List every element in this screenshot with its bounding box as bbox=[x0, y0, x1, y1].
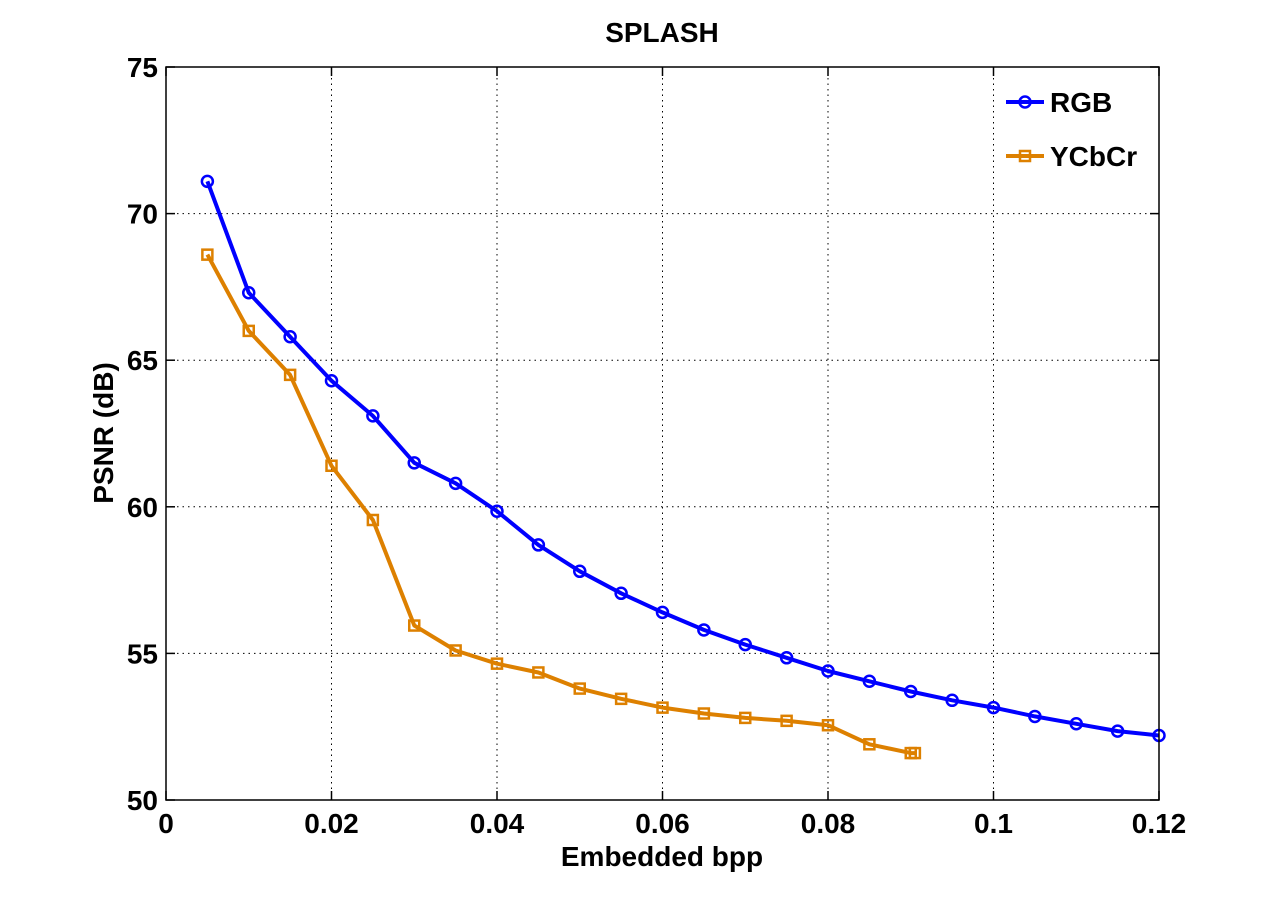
data-point-ycbcr bbox=[408, 619, 421, 632]
axis-ticks: 0 0.02 0.04 0.06 0.08 0.1 0.12 50 55 60 65 70 75 bbox=[127, 52, 1186, 839]
data-point-ycbcr bbox=[656, 701, 669, 714]
data-point-ycbcr bbox=[573, 682, 586, 695]
data-point-ycbcr bbox=[283, 368, 297, 382]
data-point-ycbcr bbox=[780, 714, 793, 728]
data-point-rgb bbox=[490, 504, 504, 518]
data-point-rgb bbox=[1069, 717, 1083, 731]
x-tick-label: 0.04 bbox=[470, 808, 525, 839]
data-point-rgb bbox=[242, 286, 256, 300]
data-point-rgb bbox=[779, 651, 794, 665]
legend-box bbox=[1000, 80, 1150, 190]
data-point-rgb bbox=[614, 586, 628, 601]
data-point-ycbcr bbox=[697, 707, 711, 720]
y-tick-label: 70 bbox=[127, 199, 158, 230]
data-point-rgb bbox=[904, 684, 918, 699]
chart-title: SPLASH bbox=[605, 17, 719, 48]
y-tick-label: 65 bbox=[127, 345, 158, 376]
data-point-rgb bbox=[655, 605, 670, 620]
data-point-rgb bbox=[862, 674, 877, 689]
legend-label-ycbcr: YCbCr bbox=[1050, 141, 1137, 172]
x-tick-label: 0.08 bbox=[801, 808, 856, 839]
data-point-rgb bbox=[697, 623, 711, 637]
x-tick-label: 0.06 bbox=[635, 808, 690, 839]
data-point-rgb bbox=[1110, 724, 1125, 738]
data-point-rgb bbox=[1028, 709, 1042, 724]
data-point-ycbcr bbox=[366, 513, 380, 527]
data-point-ycbcr bbox=[490, 657, 504, 670]
data-point-rgb bbox=[986, 700, 1001, 715]
data-point-rgb bbox=[200, 174, 215, 189]
x-tick-label: 0.1 bbox=[974, 808, 1013, 839]
series-line-ycbcr bbox=[205, 253, 915, 756]
data-point-rgb bbox=[531, 538, 546, 552]
data-point-ycbcr bbox=[242, 324, 255, 338]
legend: RGB YCbCr bbox=[1000, 80, 1150, 190]
data-point-ycbcr bbox=[821, 718, 835, 732]
data-point-rgb bbox=[738, 637, 752, 652]
data-point-rgb bbox=[283, 329, 297, 344]
legend-item-ycbcr: YCbCr bbox=[1006, 141, 1137, 172]
data-point-rgb bbox=[366, 409, 380, 423]
x-tick-label: 0 bbox=[158, 808, 174, 839]
grid-lines bbox=[166, 67, 1159, 800]
data-point-rgb bbox=[821, 664, 835, 678]
legend-marker-rgb bbox=[1018, 95, 1032, 109]
data-point-ycbcr bbox=[739, 711, 752, 725]
y-tick-label: 50 bbox=[127, 785, 158, 816]
legend-item-rgb: RGB bbox=[1006, 87, 1112, 118]
data-point-ycbcr bbox=[908, 746, 922, 760]
data-point-rgb bbox=[324, 373, 339, 388]
data-point-ycbcr bbox=[325, 459, 338, 473]
data-point-ycbcr bbox=[449, 644, 462, 657]
legend-marker-ycbcr bbox=[1018, 149, 1032, 163]
series-layer bbox=[200, 174, 1166, 760]
data-point-rgb bbox=[945, 693, 959, 708]
series-ycbcr bbox=[201, 248, 922, 760]
series-line-rgb bbox=[205, 180, 1160, 738]
y-tick-label: 75 bbox=[127, 52, 158, 83]
data-point-ycbcr bbox=[201, 248, 214, 261]
data-point-ycbcr bbox=[532, 666, 545, 679]
x-tick-label: 0.12 bbox=[1132, 808, 1187, 839]
x-tick-label: 0.02 bbox=[304, 808, 359, 839]
data-point-rgb bbox=[407, 456, 421, 470]
data-point-ycbcr bbox=[863, 738, 876, 751]
data-point-rgb bbox=[448, 476, 463, 491]
legend-label-rgb: RGB bbox=[1050, 87, 1112, 118]
series-rgb bbox=[200, 174, 1166, 743]
x-axis-label: Embedded bpp bbox=[561, 841, 763, 872]
data-point-rgb bbox=[573, 564, 587, 579]
y-tick-label: 60 bbox=[127, 492, 158, 523]
y-axis-label: PSNR (dB) bbox=[88, 362, 119, 504]
y-tick-label: 55 bbox=[127, 638, 158, 669]
data-point-ycbcr bbox=[614, 692, 628, 706]
